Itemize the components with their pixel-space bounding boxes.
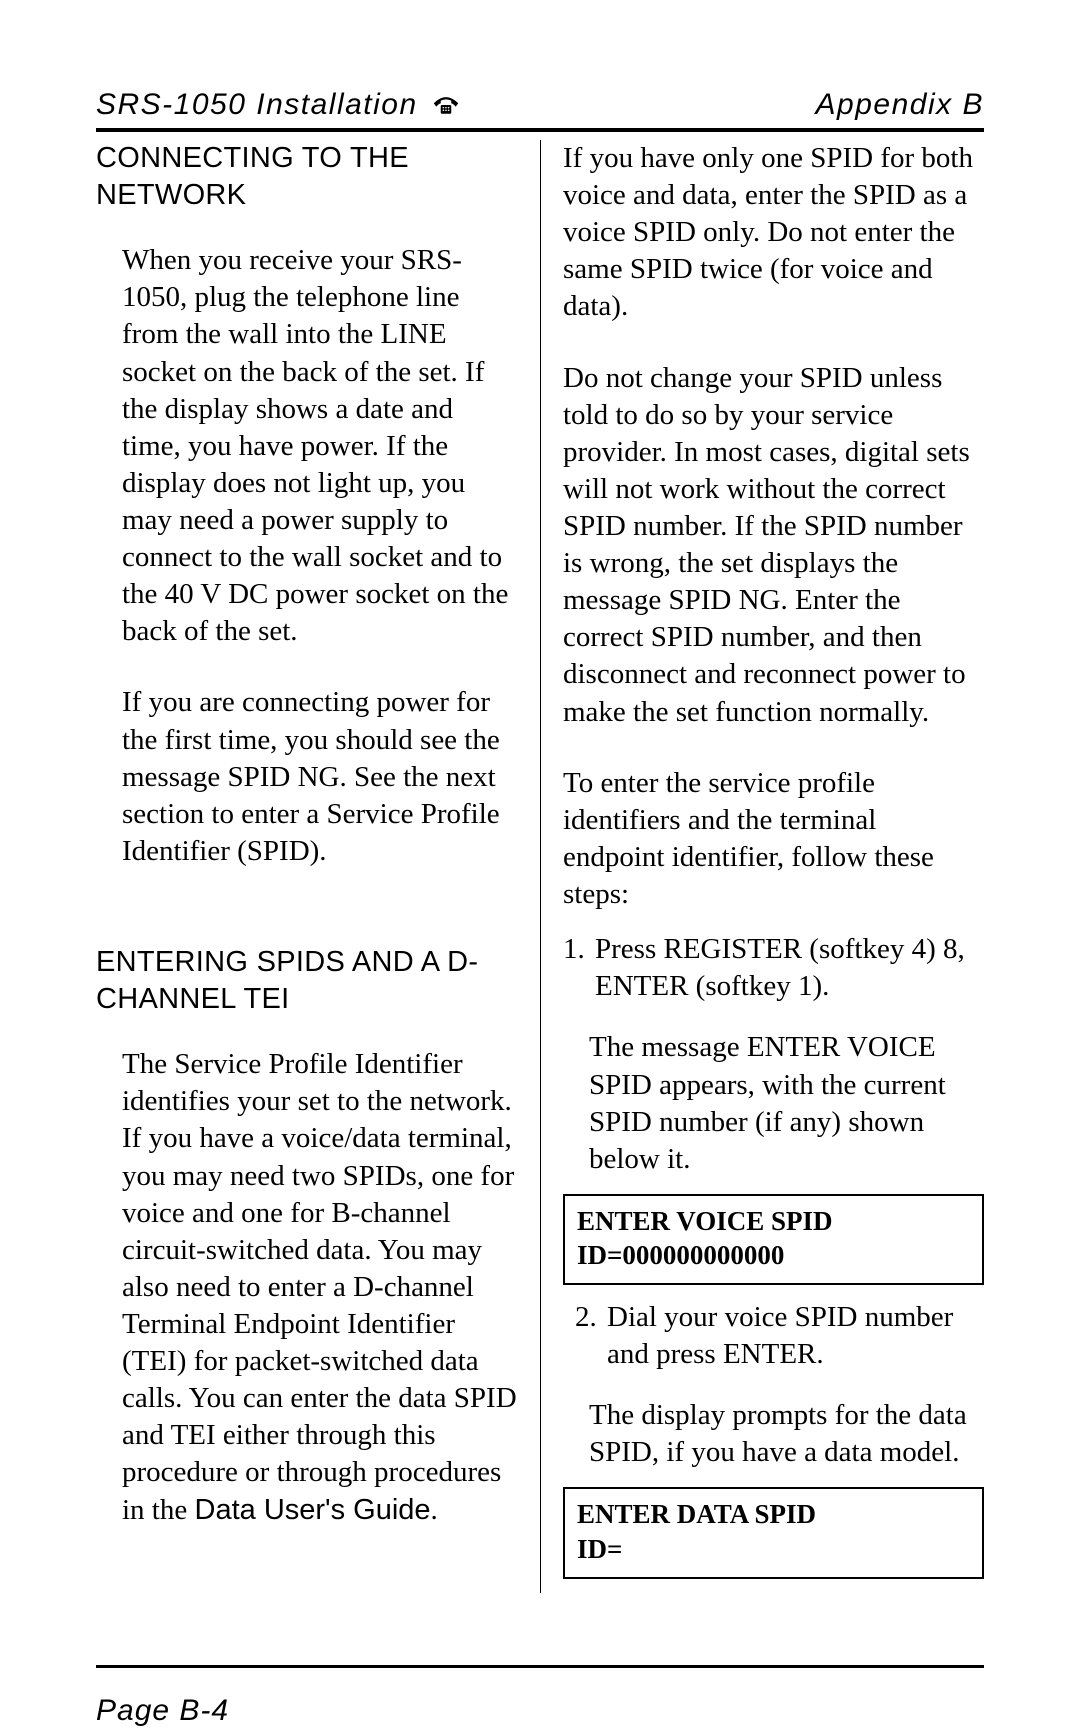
display-line-2: ID=000000000000 <box>577 1238 970 1273</box>
step-2-number: 2. <box>575 1301 597 1333</box>
left-column: CONNECTING TO THE NETWORK When you recei… <box>96 140 540 1593</box>
display2-line-1: ENTER DATA SPID <box>577 1497 970 1532</box>
display-box-voice-spid: ENTER VOICE SPID ID=000000000000 <box>563 1194 984 1285</box>
after-step-2: The display prompts for the data SPID, i… <box>589 1397 984 1471</box>
section-title-spids: ENTERING SPIDS AND A D-CHANNEL TEI <box>96 944 518 1018</box>
right-column: If you have only one SPID for both voice… <box>540 140 984 1593</box>
page-content: SRS-1050 Installation Appendix B CONNECT… <box>96 88 984 1728</box>
running-header: SRS-1050 Installation Appendix B <box>96 88 984 128</box>
header-left-group: SRS-1050 Installation <box>96 88 460 122</box>
two-column-body: CONNECTING TO THE NETWORK When you recei… <box>96 140 984 1593</box>
step-1-number: 1. <box>563 933 585 965</box>
display2-line-2: ID= <box>577 1532 970 1567</box>
step-1-text: Press REGISTER (softkey 4) 8, ENTER (sof… <box>595 931 984 1005</box>
spids-p1-tail: . <box>431 1494 438 1526</box>
data-users-guide-ref: Data User's Guide <box>195 1494 431 1526</box>
header-title: SRS-1050 Installation <box>96 88 418 122</box>
display-line-1: ENTER VOICE SPID <box>577 1204 970 1239</box>
header-appendix: Appendix B <box>816 88 984 122</box>
right-p3: To enter the service profile identifiers… <box>563 765 984 913</box>
page-number: Page B-4 <box>96 1694 984 1728</box>
steps-list-2: 2. Dial your voice SPID number and press… <box>563 1299 984 1373</box>
right-p1: If you have only one SPID for both voice… <box>563 140 984 326</box>
right-p2: Do not change your SPID unless told to d… <box>563 360 984 731</box>
spids-p1-text: The Service Profile Identifier identifie… <box>122 1048 517 1525</box>
footer-rule <box>96 1665 984 1668</box>
step-2-text: Dial your voice SPID number and press EN… <box>607 1299 984 1373</box>
header-rule <box>96 128 984 132</box>
spids-p1: The Service Profile Identifier identifie… <box>122 1046 518 1528</box>
section-title-connecting: CONNECTING TO THE NETWORK <box>96 140 518 214</box>
connecting-p1: When you receive your SRS-1050, plug the… <box>122 242 518 650</box>
phone-icon <box>432 90 460 112</box>
step-1: 1. Press REGISTER (softkey 4) 8, ENTER (… <box>563 931 984 1005</box>
after-step-1: The message ENTER VOICE SPID appears, wi… <box>589 1029 984 1177</box>
steps-list: 1. Press REGISTER (softkey 4) 8, ENTER (… <box>563 931 984 1005</box>
display-box-data-spid: ENTER DATA SPID ID= <box>563 1487 984 1578</box>
section-gap <box>96 904 518 944</box>
step-2: 2. Dial your voice SPID number and press… <box>575 1299 984 1373</box>
connecting-p2: If you are connecting power for the firs… <box>122 684 518 870</box>
